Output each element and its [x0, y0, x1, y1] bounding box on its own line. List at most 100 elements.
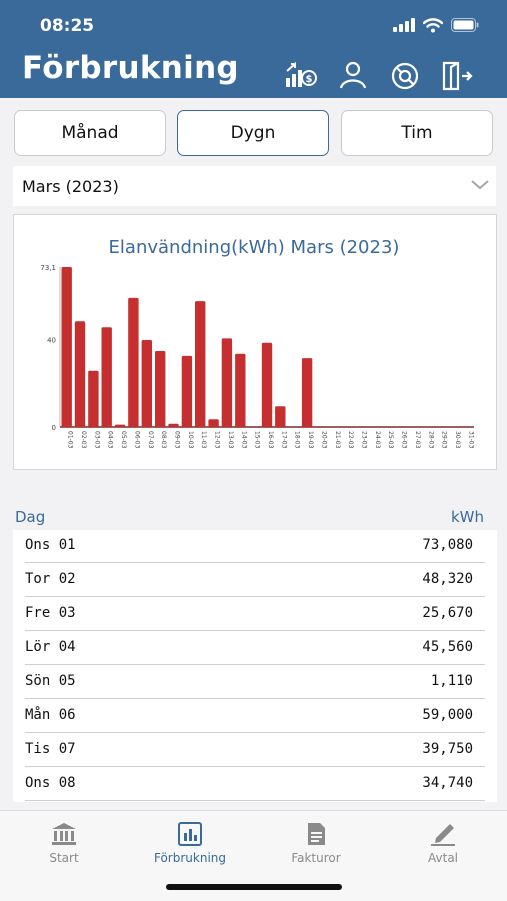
y-tick-label: 0	[52, 424, 56, 432]
chart-bar	[101, 327, 112, 427]
status-icons	[393, 14, 479, 36]
tab-dygn[interactable]: Dygn	[177, 110, 329, 156]
nav-forbrukning-label: Förbrukning	[153, 851, 227, 865]
logout-icon[interactable]	[440, 58, 474, 92]
nav-fakturor[interactable]: Fakturor	[253, 821, 379, 865]
consumption-chart: Elanvändning(kWh) Mars (2023) 0 40 73,1 01…	[13, 214, 497, 470]
row-value: 45,560	[422, 639, 473, 655]
x-tick-label: 23-03	[361, 431, 368, 449]
tab-manad-label: Månad	[61, 123, 119, 143]
x-tick-label: 12-03	[214, 431, 221, 449]
svg-text:$: $	[306, 74, 313, 85]
row-day: Lör 04	[25, 639, 76, 655]
chart-bar	[221, 338, 233, 427]
table-row: Tor 02 48,320	[25, 564, 485, 597]
chart-bar	[74, 321, 86, 427]
chart-title: Elanvändning(kWh) Mars (2023)	[109, 237, 400, 258]
nav-fakturor-label: Fakturor	[291, 851, 341, 865]
chart-svg: Elanvändning(kWh) Mars (2023) 0 40 73,1 01…	[40, 237, 474, 449]
nav-start[interactable]: Start	[1, 821, 127, 865]
user-icon[interactable]	[336, 58, 370, 92]
tab-tim[interactable]: Tim	[341, 110, 493, 156]
row-value: 34,740	[422, 775, 473, 791]
nav-avtal[interactable]: Avtal	[380, 821, 506, 865]
x-tick-label: 26-03	[401, 431, 408, 449]
x-tick-label: 27-03	[414, 431, 421, 449]
table-row: Mån 06 59,000	[25, 700, 485, 733]
x-tick-label: 15-03	[254, 431, 261, 449]
period-select-value: Mars (2023)	[22, 176, 119, 196]
wifi-icon	[423, 17, 443, 32]
row-value: 25,670	[422, 605, 473, 621]
chart-bar	[261, 342, 273, 427]
row-day: Mån 06	[25, 707, 76, 723]
chart-bar	[61, 267, 72, 427]
chart-bar	[88, 370, 99, 427]
tab-tim-label: Tim	[401, 123, 433, 143]
x-tick-label: 22-03	[347, 431, 354, 449]
x-tick-label: 02-03	[80, 431, 87, 449]
table-row: Fre 03 25,670	[25, 598, 485, 631]
row-day: Sön 05	[25, 673, 76, 689]
x-tick-label: 19-03	[307, 431, 314, 449]
nav-forbrukning[interactable]: Förbrukning	[127, 821, 253, 865]
y-tick-label: 73,1	[40, 264, 56, 272]
x-tick-label: 14-03	[240, 431, 247, 449]
table-row: Ons 01 73,080	[25, 530, 485, 563]
battery-icon	[451, 18, 479, 32]
chart-bar	[301, 358, 313, 427]
x-tick-label: 25-03	[387, 431, 394, 449]
x-tick-label: 07-03	[147, 431, 154, 449]
row-value: 73,080	[422, 537, 473, 553]
chart-bar	[208, 419, 219, 427]
x-tick-label: 20-03	[320, 431, 327, 449]
page-title: Förbrukning	[22, 50, 239, 86]
home-indicator	[166, 884, 342, 890]
table-row: Lör 04 45,560	[25, 632, 485, 665]
x-tick-label: 01-03	[67, 431, 74, 449]
x-tick-label: 31-03	[467, 431, 474, 449]
support-icon[interactable]	[388, 58, 422, 92]
consumption-table: Ons 01 73,080 Tor 02 48,320 Fre 03 25,670 Lör …	[13, 530, 497, 802]
row-value: 1,110	[430, 673, 473, 689]
x-tick-label: 06-03	[134, 431, 141, 449]
chart-bar	[168, 423, 179, 427]
chart-bar	[181, 355, 193, 427]
row-value: 48,320	[422, 571, 473, 587]
price-chart-icon[interactable]: $	[283, 58, 317, 92]
x-tick-label: 30-03	[454, 431, 461, 449]
x-tick-label: 17-03	[280, 431, 287, 449]
x-tick-label: 09-03	[174, 431, 181, 449]
x-tick-label: 03-03	[93, 431, 100, 449]
row-day: Ons 08	[25, 775, 76, 791]
chart-bar	[141, 340, 152, 427]
chart-bar	[235, 353, 246, 427]
period-select[interactable]: Mars (2023)	[13, 166, 496, 206]
x-tick-label: 28-03	[427, 431, 434, 449]
nav-start-label: Start	[49, 851, 79, 865]
chart-bar	[114, 424, 126, 427]
table-header-kwh: kWh	[450, 508, 484, 526]
chart-bar	[155, 351, 166, 427]
x-tick-label: 04-03	[107, 431, 114, 449]
pen-icon	[431, 824, 455, 846]
x-tick-label: 16-03	[267, 431, 274, 449]
row-day: Ons 01	[25, 537, 76, 553]
x-tick-label: 18-03	[294, 431, 301, 449]
row-value: 39,750	[422, 741, 473, 757]
status-time: 08:25	[40, 16, 95, 36]
y-tick-label: 40	[47, 336, 56, 344]
x-tick-label: 08-03	[160, 431, 167, 449]
bottom-nav: Start Förbrukning Fakturor Avtal	[0, 810, 507, 901]
table-row: Sön 05 1,110	[25, 666, 485, 699]
bank-icon	[52, 823, 76, 845]
x-tick-label: 21-03	[334, 431, 341, 449]
chevron-down-icon	[471, 180, 489, 190]
tab-manad[interactable]: Månad	[14, 110, 166, 156]
x-tick-label: 11-03	[200, 431, 207, 449]
x-tick-label: 24-03	[374, 431, 381, 449]
row-day: Tor 02	[25, 571, 76, 587]
x-tick-label: 05-03	[120, 431, 127, 449]
row-day: Fre 03	[25, 605, 76, 621]
document-icon	[308, 823, 325, 845]
